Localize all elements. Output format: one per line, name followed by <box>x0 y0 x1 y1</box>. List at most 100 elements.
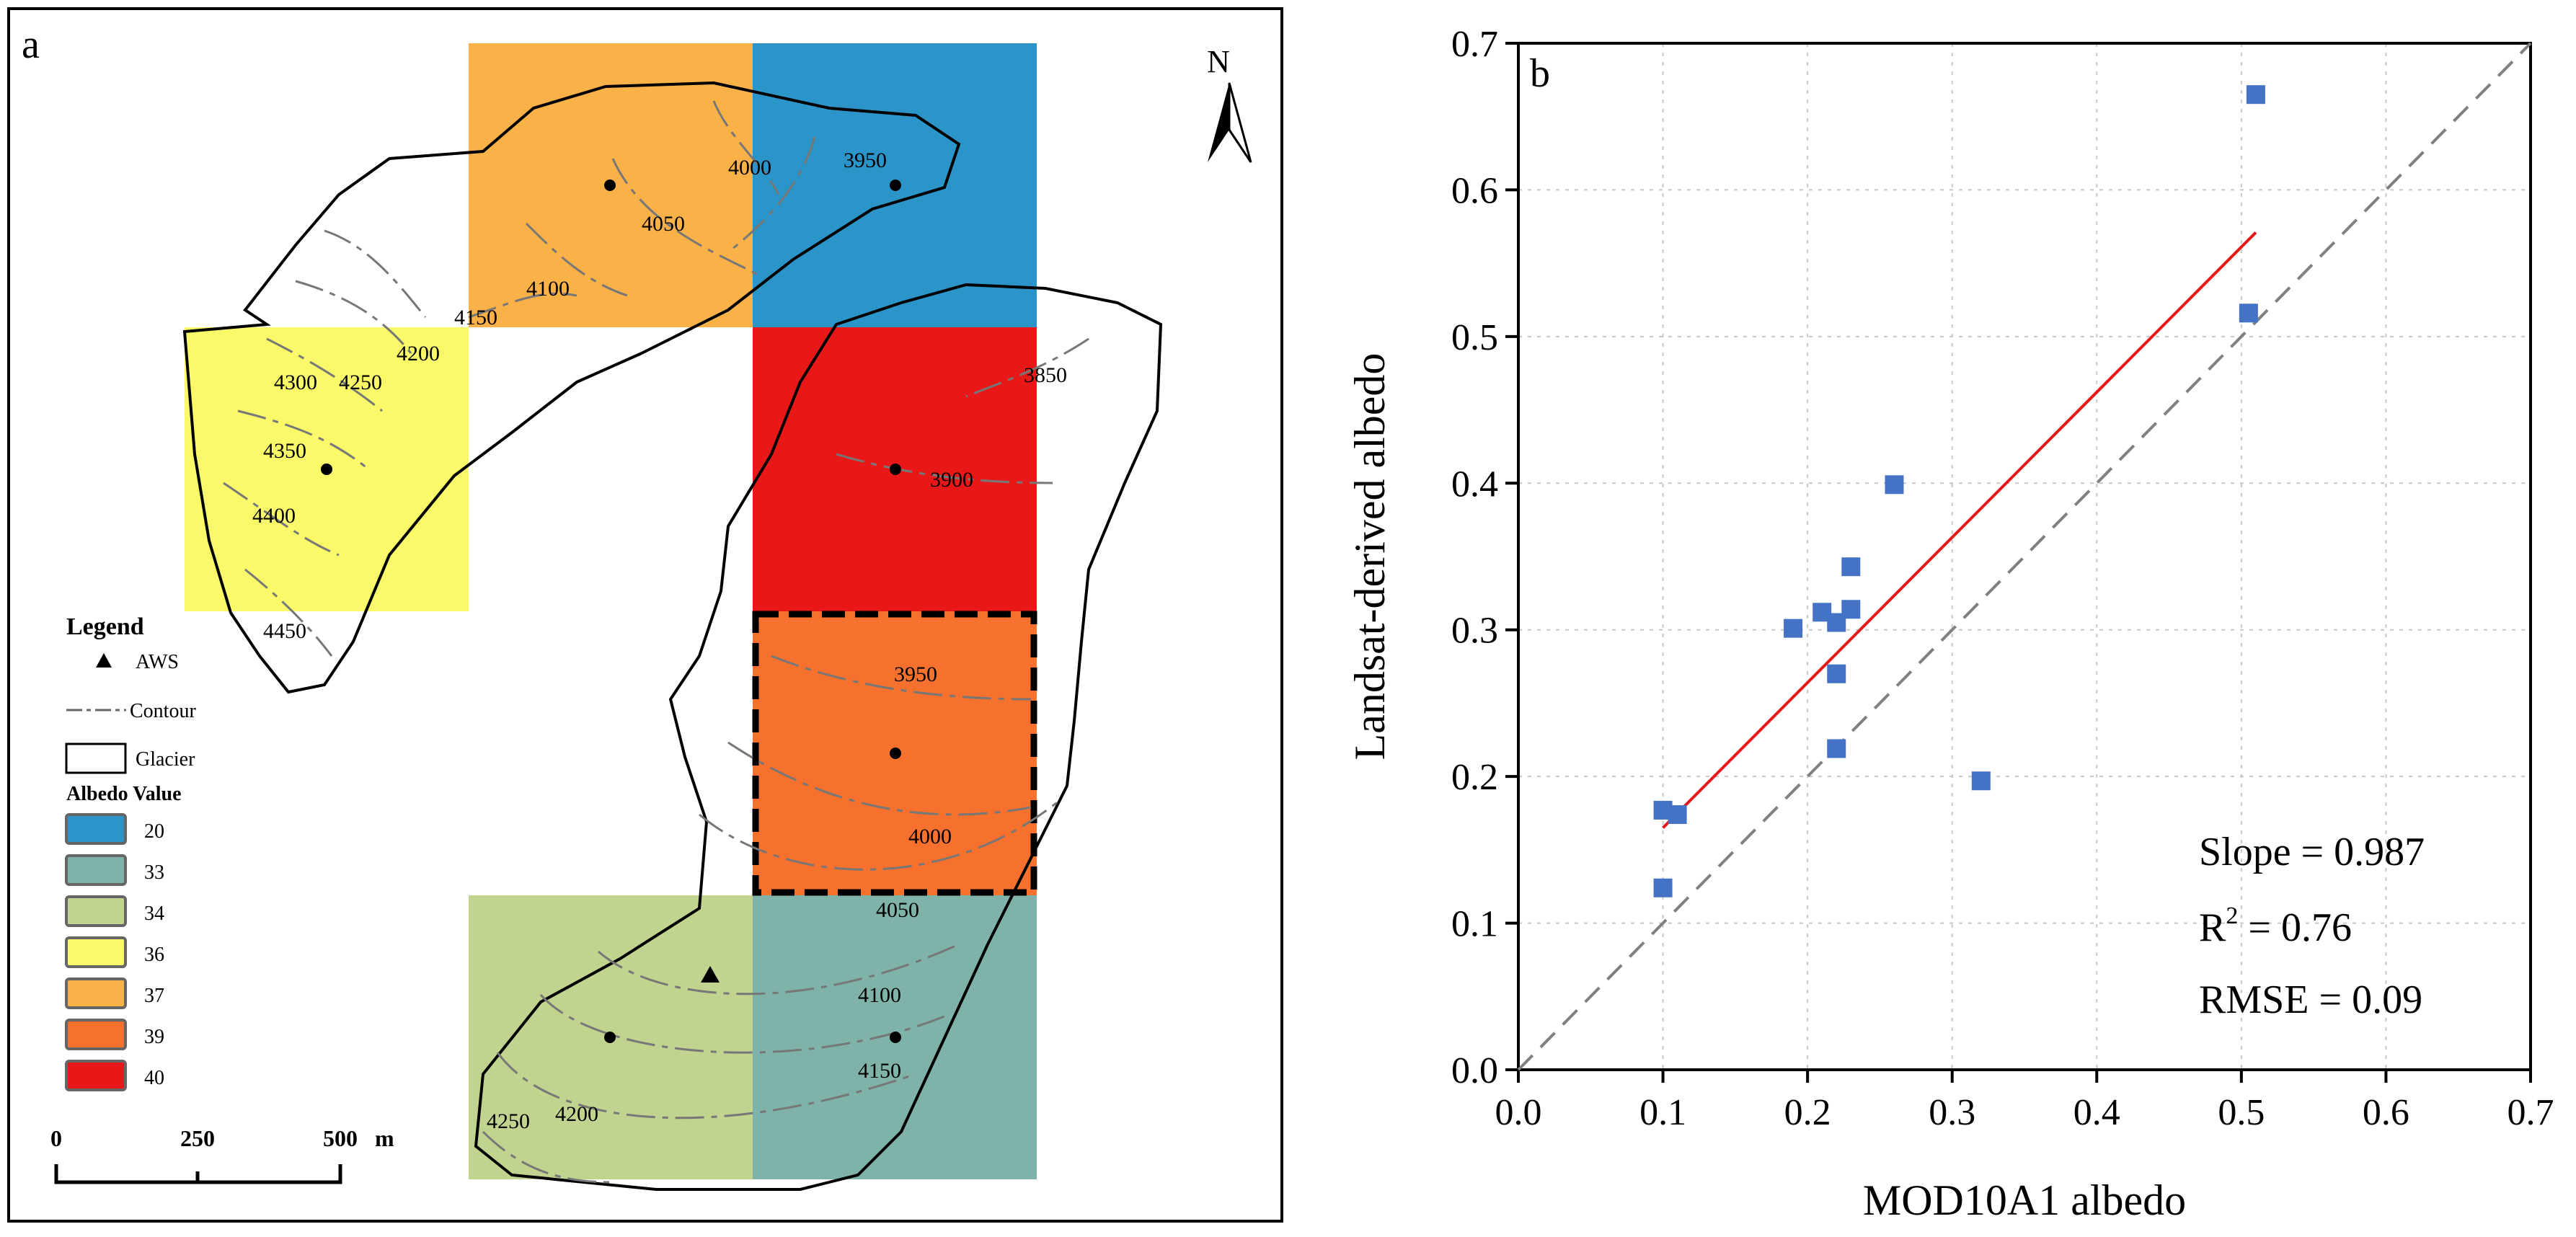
data-point <box>2246 85 2265 105</box>
scale-bar-line <box>54 1164 342 1184</box>
panel-a-label: a <box>22 22 40 67</box>
y-tick-label: 0.1 <box>1451 904 1498 945</box>
data-point <box>1885 475 1904 495</box>
albedo-legend-title: Albedo Value <box>66 783 182 805</box>
x-tick-label: 0.1 <box>1639 1092 1686 1133</box>
albedo-swatch-label: 37 <box>144 985 164 1007</box>
pixel-centre-dot <box>604 179 616 191</box>
x-tick-label: 0.0 <box>1495 1092 1542 1133</box>
pixel-centre-dot <box>890 179 901 191</box>
albedo-swatch-label: 20 <box>144 820 164 843</box>
north-arrow-icon <box>1208 83 1229 162</box>
albedo-swatch-label: 36 <box>144 944 164 966</box>
identity-line <box>1517 42 2532 1071</box>
y-tick-label: 0.6 <box>1451 170 1498 211</box>
albedo-swatch <box>65 895 127 927</box>
legend: Legend AWS Contour Glacier Albedo Value … <box>65 613 196 1091</box>
data-points <box>1653 85 2265 897</box>
x-tick-label: 0.7 <box>2508 1092 2554 1133</box>
data-point <box>1841 600 1861 619</box>
y-axis-label: Landsat-derived albedo <box>1346 353 1394 761</box>
x-tick-label: 0.5 <box>2218 1092 2265 1133</box>
scale-label-250: 250 <box>180 1125 215 1151</box>
x-tick-label: 0.2 <box>1784 1092 1831 1133</box>
pixel-centre-dot <box>321 464 332 475</box>
contour-label: 4200 <box>555 1102 598 1126</box>
albedo-swatch <box>65 977 127 1009</box>
contour-label-group: 3950 4000 4050 4100 4150 4200 4250 4300 … <box>252 148 1067 1133</box>
aws-legend-icon <box>96 653 112 668</box>
x-tick-label: 0.6 <box>2363 1092 2409 1133</box>
north-arrow-icon-outline <box>1228 82 1252 163</box>
rmse-annotation: RMSE = 0.09 <box>2199 977 2422 1022</box>
y-tick-label: 0.0 <box>1451 1050 1498 1091</box>
contour-label: 4250 <box>339 371 382 394</box>
scale-bar: 0 250 500 m <box>50 1125 394 1184</box>
data-point <box>1653 878 1673 897</box>
pixel-centre-dot <box>890 748 901 759</box>
contour-label: 4050 <box>642 212 685 236</box>
x-tick-label: 0.4 <box>2073 1092 2120 1133</box>
contour-label: 4100 <box>526 277 570 301</box>
slope-annotation: Slope = 0.987 <box>2199 830 2425 874</box>
data-point <box>2239 303 2258 323</box>
contour-label: 4050 <box>876 898 919 922</box>
glacier-outline-west <box>182 81 961 694</box>
data-point <box>1668 805 1687 825</box>
legend-contour-label: Contour <box>130 700 196 722</box>
aws-marker <box>701 966 720 983</box>
contour-label: 4000 <box>908 825 952 848</box>
axis-ticks: 0.0 0.1 0.2 0.3 0.4 0.5 0.6 0.7 0.0 0.1 0.2 0.3 0.4 0… <box>1451 24 2554 1133</box>
contour-label: 3950 <box>894 662 937 686</box>
legend-title: Legend <box>66 613 144 640</box>
r2-prefix: R <box>2199 905 2226 950</box>
contour-label: 3850 <box>1024 363 1067 387</box>
pixel-centre-dot <box>890 1032 901 1043</box>
albedo-swatch <box>65 1019 127 1050</box>
contour-label: 4400 <box>252 504 296 528</box>
contour-label: 3900 <box>930 468 973 492</box>
r2-annotation: R2 = 0.76 <box>2199 903 2352 950</box>
glacier-albedo-map: a 3950 4000 4050 4100 <box>7 7 1283 1223</box>
albedo-swatch-label: 40 <box>144 1067 164 1089</box>
contour-label: 4150 <box>858 1059 901 1083</box>
x-axis-label: MOD10A1 albedo <box>1863 1176 2186 1224</box>
north-label: N <box>1207 44 1230 79</box>
glacier-outline-east <box>474 283 1163 1191</box>
contour-label: 4000 <box>728 156 771 179</box>
legend-glacier-label: Glacier <box>136 748 195 771</box>
contour-label: 4250 <box>487 1109 530 1133</box>
data-point <box>1784 618 1803 638</box>
legend-aws-label: AWS <box>136 651 179 673</box>
contour-label: 4200 <box>397 342 440 365</box>
data-point <box>1841 557 1861 577</box>
x-tick-label: 0.3 <box>1929 1092 1975 1133</box>
albedo-swatch <box>65 854 127 886</box>
scale-unit: m <box>375 1125 394 1151</box>
r2-superscript: 2 <box>2226 903 2238 929</box>
panel-b-label: b <box>1530 51 1550 96</box>
y-tick-label: 0.3 <box>1451 611 1498 652</box>
y-tick-label: 0.7 <box>1451 24 1498 65</box>
y-tick-label: 0.2 <box>1451 757 1498 798</box>
scale-label-0: 0 <box>50 1125 62 1151</box>
albedo-swatch <box>65 936 127 968</box>
pixel-centres <box>321 179 901 1043</box>
contour-label: 4450 <box>263 619 306 643</box>
data-point <box>1827 664 1846 683</box>
albedo-swatch <box>65 1060 127 1091</box>
highlight-box <box>752 611 1037 896</box>
plot-frame <box>1517 42 2532 1071</box>
albedo-scatter-chart: 0.0 0.1 0.2 0.3 0.4 0.5 0.6 0.7 0.0 0.1 0.2 0.3 0.4 0… <box>1346 24 2554 1224</box>
contour-lines <box>223 100 1089 1184</box>
north-arrow: N <box>1207 44 1252 163</box>
chart-grid <box>1518 43 2531 1070</box>
data-point <box>1827 739 1846 758</box>
contour-label: 4350 <box>263 439 306 463</box>
contour-label: 4300 <box>274 371 317 394</box>
r2-value: = 0.76 <box>2238 905 2352 950</box>
data-point <box>1971 771 1991 791</box>
scale-label-500: 500 <box>323 1125 358 1151</box>
contour-label: 4150 <box>454 306 497 329</box>
contour-label: 3950 <box>844 148 887 172</box>
